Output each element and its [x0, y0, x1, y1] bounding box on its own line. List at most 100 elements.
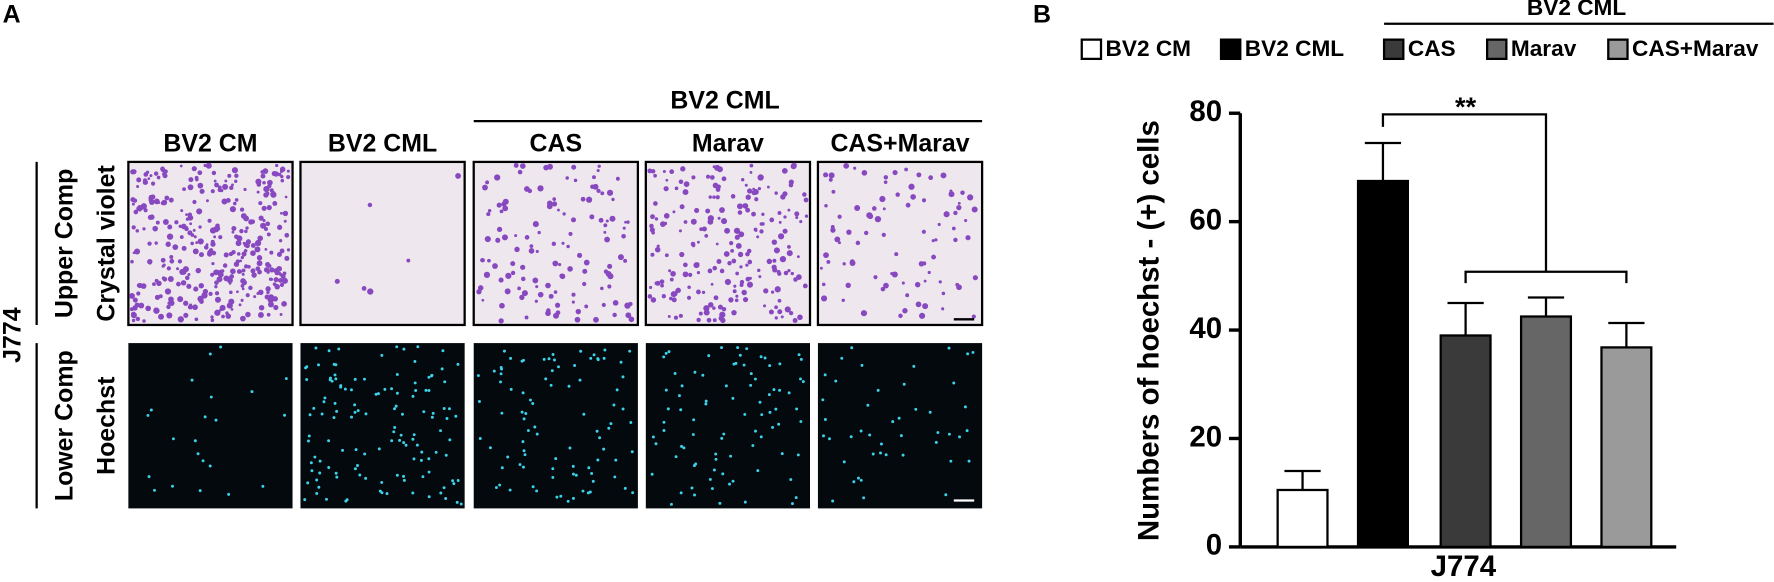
cell	[582, 281, 587, 287]
cell	[967, 194, 974, 201]
cell	[275, 163, 279, 168]
cell	[701, 290, 706, 295]
cell	[553, 290, 558, 294]
micrograph	[473, 343, 638, 509]
cell	[521, 391, 525, 395]
cell	[198, 225, 202, 229]
cell	[443, 380, 447, 384]
cell	[214, 284, 218, 289]
cell	[136, 291, 141, 296]
cell	[174, 220, 179, 225]
cell	[799, 420, 803, 424]
cell	[251, 272, 257, 278]
cell	[675, 289, 679, 293]
cell	[278, 278, 283, 283]
cell	[883, 180, 888, 185]
cell	[236, 290, 239, 294]
cell	[286, 248, 291, 252]
cell	[732, 362, 736, 366]
cell	[161, 276, 166, 281]
cell	[783, 215, 787, 219]
cell	[243, 215, 250, 222]
cell	[718, 501, 722, 505]
cell	[679, 491, 683, 495]
cell	[184, 225, 189, 230]
cell	[659, 279, 665, 285]
cell	[571, 292, 576, 297]
cell	[673, 315, 679, 320]
cell	[250, 219, 256, 225]
cell	[256, 292, 260, 295]
cell	[855, 240, 861, 246]
cell	[313, 455, 317, 459]
cell	[654, 442, 658, 446]
cell	[673, 371, 677, 375]
cell	[562, 212, 566, 216]
cell	[757, 187, 762, 191]
cell	[561, 241, 565, 245]
cell	[787, 269, 791, 273]
micrograph	[645, 343, 811, 509]
cell	[452, 482, 456, 486]
cell	[628, 349, 632, 353]
cell	[710, 282, 714, 286]
cell	[745, 194, 751, 200]
cell	[243, 187, 247, 192]
cell	[317, 485, 321, 489]
cell	[795, 215, 799, 220]
cell	[260, 173, 266, 179]
cell	[266, 232, 271, 237]
cell	[172, 244, 179, 250]
cell	[735, 271, 739, 276]
cell	[484, 235, 491, 243]
cell	[651, 230, 655, 235]
cell	[198, 282, 205, 289]
cell	[831, 499, 835, 503]
cell	[327, 466, 331, 469]
cell	[604, 236, 610, 243]
cell	[332, 362, 336, 366]
stain-label: Crystal violet	[93, 165, 121, 321]
cell	[154, 241, 158, 245]
cell	[772, 388, 776, 392]
cell	[216, 276, 223, 283]
cell	[415, 443, 419, 447]
cell	[131, 202, 135, 206]
cell	[823, 417, 827, 421]
cell	[578, 378, 582, 382]
cell	[552, 358, 556, 362]
cell	[554, 457, 558, 461]
cell	[185, 275, 190, 281]
cell	[476, 374, 480, 378]
cell	[720, 218, 728, 225]
cell	[780, 452, 784, 456]
row-group-label: J774	[0, 307, 27, 363]
cell	[842, 460, 846, 464]
cell	[650, 214, 655, 220]
cell	[737, 251, 744, 258]
cell	[902, 308, 908, 314]
cell	[413, 359, 417, 363]
cell	[199, 299, 204, 304]
cell	[582, 412, 586, 416]
cell	[193, 286, 199, 292]
cell	[682, 189, 689, 196]
cell	[395, 372, 399, 376]
cell	[205, 162, 212, 169]
cell	[189, 222, 193, 226]
cell	[225, 198, 231, 203]
cell	[566, 244, 570, 249]
cell	[213, 179, 217, 183]
cell	[758, 400, 762, 404]
cell	[686, 295, 692, 300]
cell	[177, 316, 184, 323]
cell	[861, 170, 868, 176]
cell	[591, 479, 595, 483]
cell	[431, 411, 435, 415]
cell	[257, 269, 262, 275]
cell	[165, 241, 171, 247]
cell	[147, 475, 151, 479]
cell	[241, 268, 246, 273]
cell	[593, 316, 599, 323]
cell	[155, 220, 160, 225]
